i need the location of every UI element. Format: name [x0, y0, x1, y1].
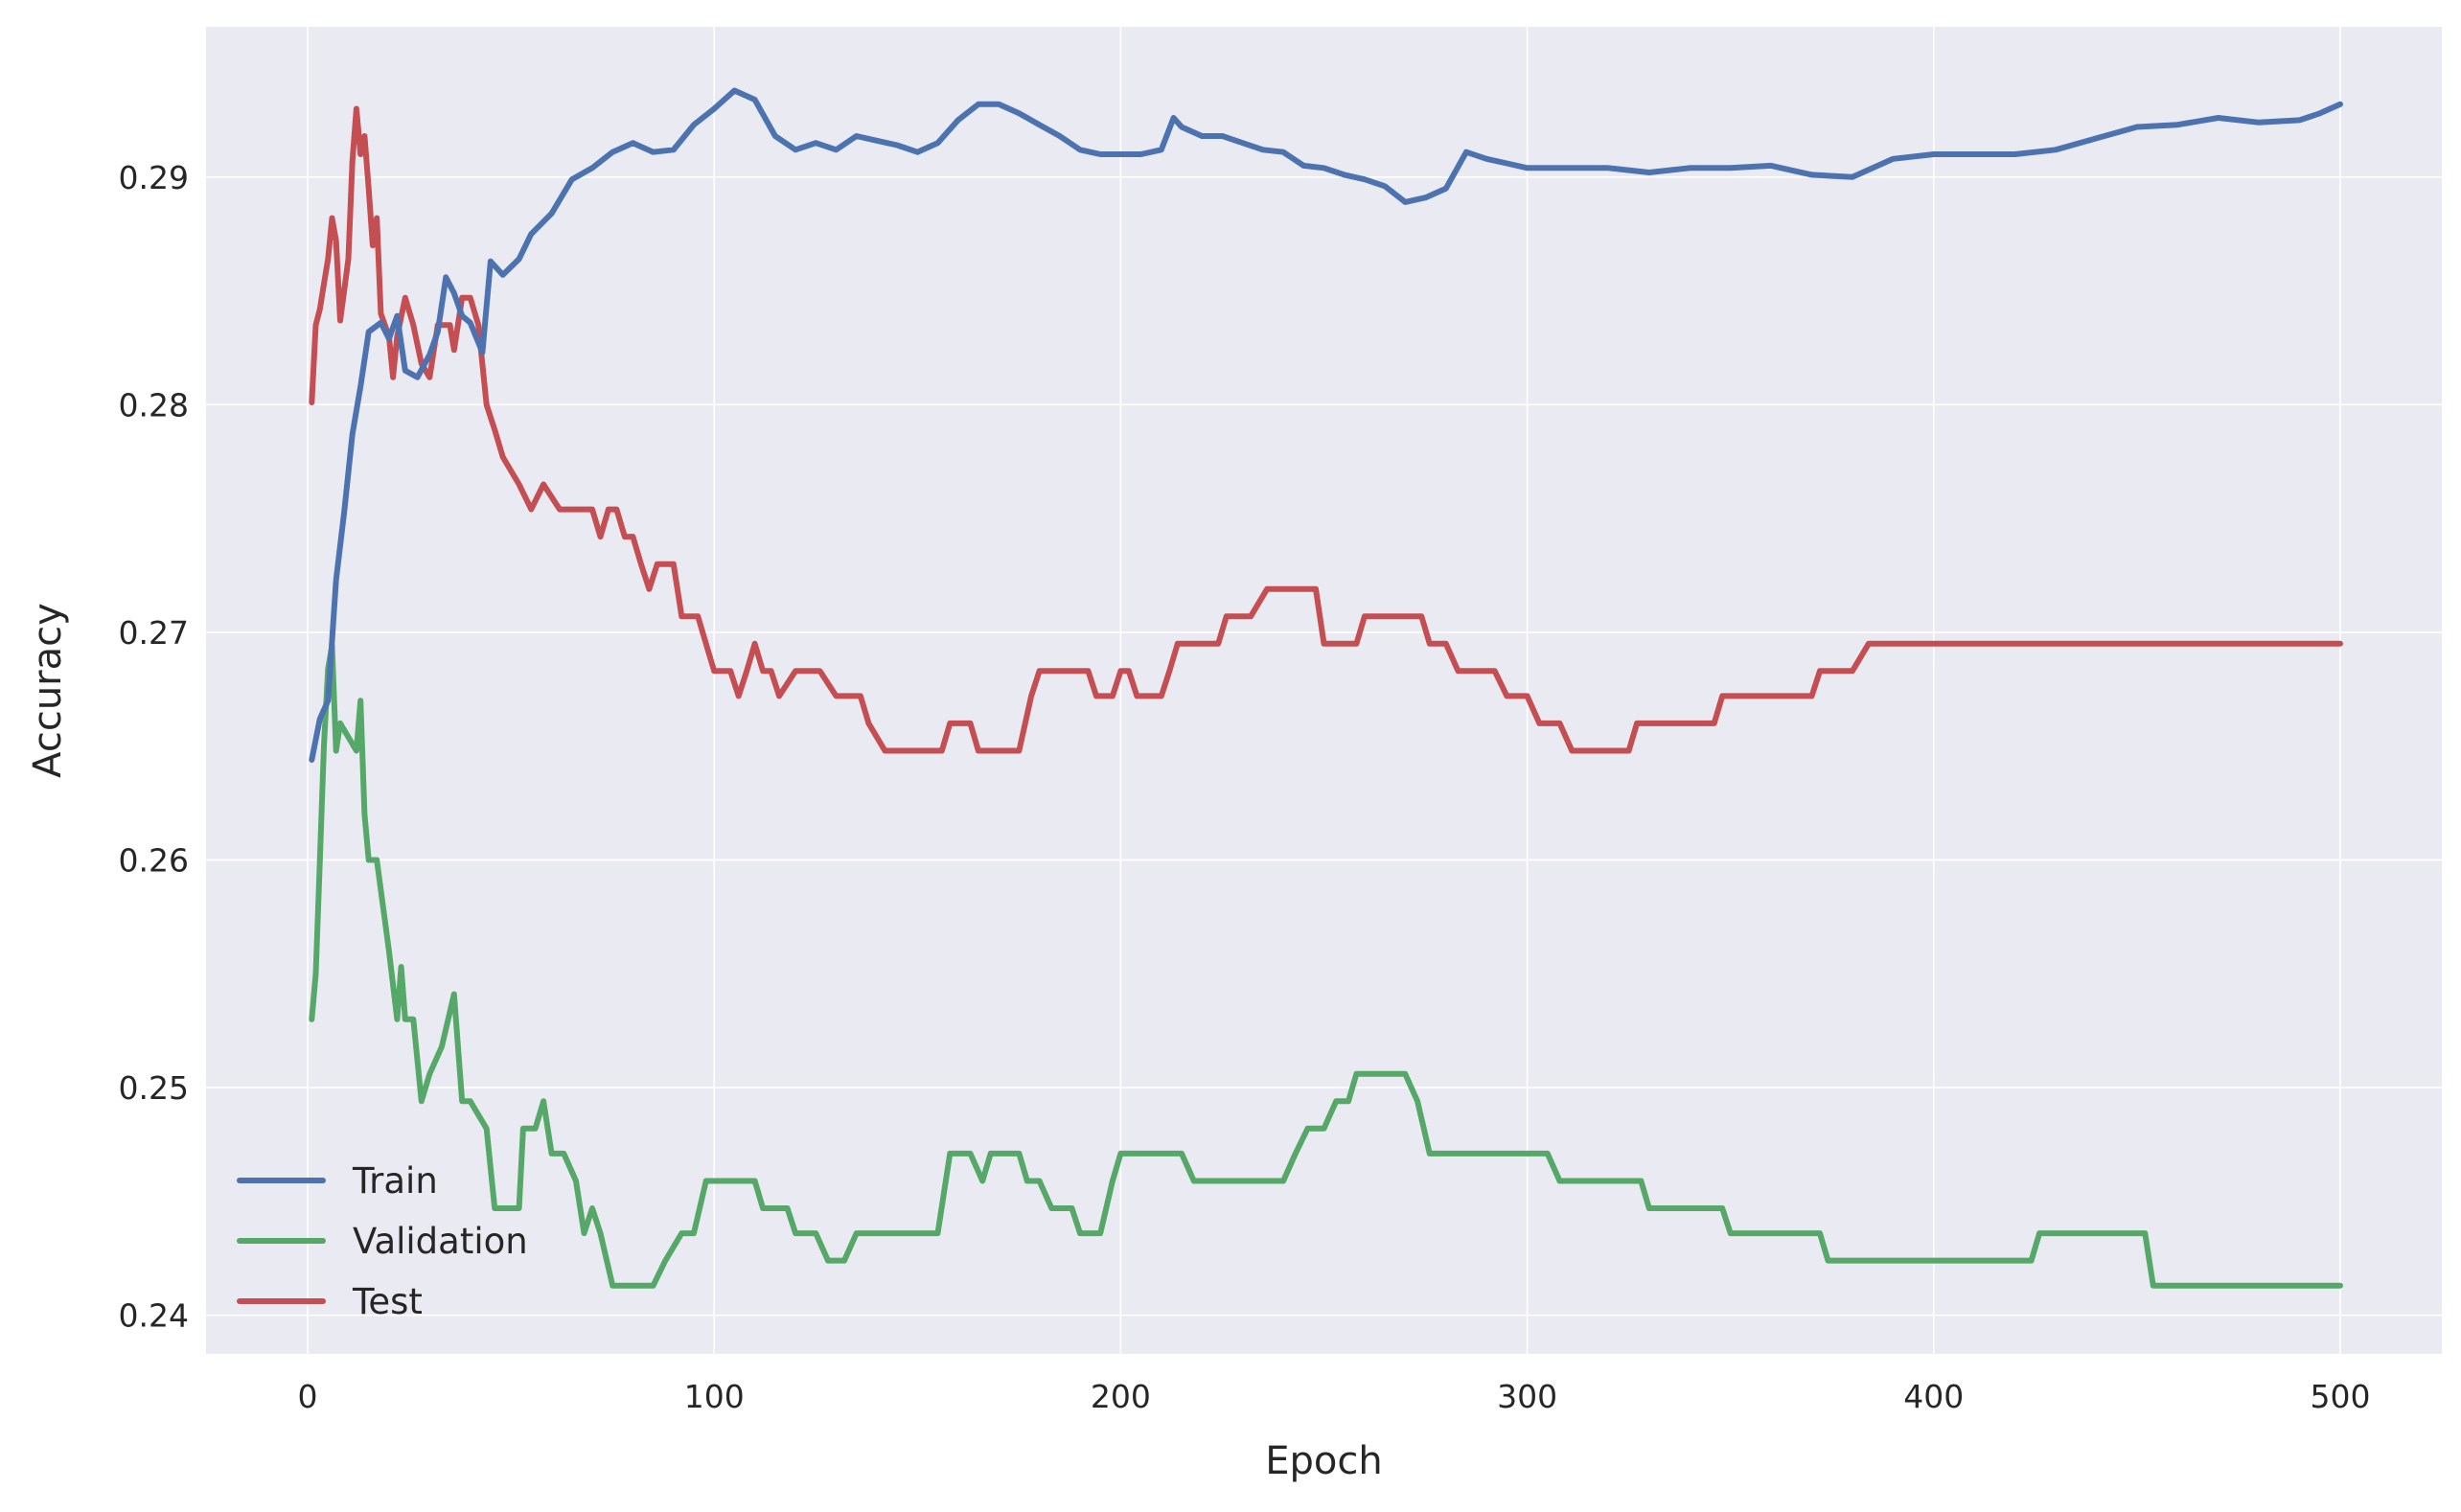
- x-tick-label: 400: [1903, 1378, 1964, 1415]
- series-line-test: [309, 105, 2343, 754]
- legend-label-validation: Validation: [353, 1221, 528, 1262]
- y-tick-label: 0.27: [119, 614, 189, 652]
- legend-label-test: Test: [352, 1281, 423, 1322]
- y-tick-labels: 0.24 0.25 0.26 0.27 0.28 0.29: [119, 159, 189, 1335]
- x-tick-labels: 0 100 200 300 400 500: [298, 1378, 2371, 1415]
- gridlines: [206, 27, 2442, 1354]
- series-lines: [309, 87, 2343, 1289]
- y-tick-label: 0.26: [119, 841, 189, 879]
- x-tick-label: 500: [2310, 1378, 2370, 1415]
- y-tick-label: 0.28: [119, 386, 189, 424]
- x-tick-label: 0: [298, 1378, 318, 1415]
- y-tick-label: 0.24: [119, 1297, 189, 1335]
- y-axis-label: Accuracy: [26, 603, 70, 778]
- legend: Train Validation Test: [237, 1160, 528, 1322]
- x-tick-label: 300: [1497, 1378, 1557, 1415]
- series-line-validation: [309, 643, 2343, 1289]
- series-line-train: [309, 87, 2343, 763]
- y-tick-label: 0.25: [119, 1069, 189, 1107]
- x-tick-label: 200: [1091, 1378, 1151, 1415]
- x-axis-label: Epoch: [1265, 1439, 1382, 1483]
- x-tick-label: 100: [684, 1378, 745, 1415]
- plot-area: [206, 27, 2442, 1354]
- legend-label-train: Train: [352, 1160, 438, 1202]
- y-tick-label: 0.29: [119, 159, 189, 196]
